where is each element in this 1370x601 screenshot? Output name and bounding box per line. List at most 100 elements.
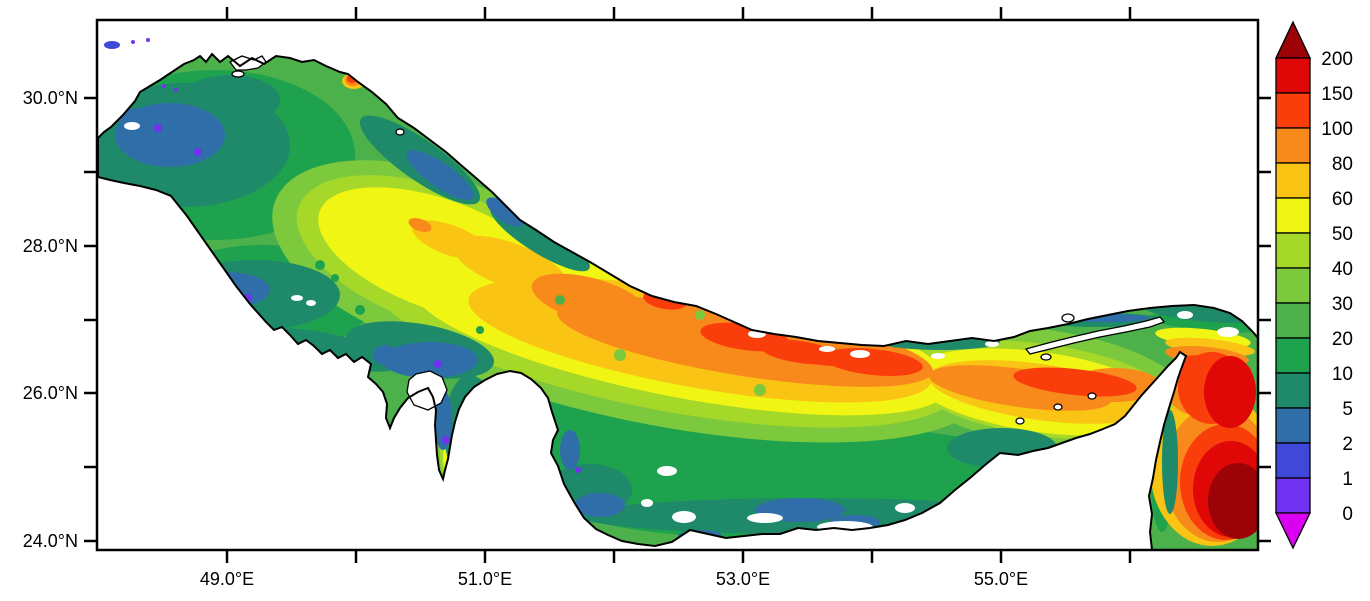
contour-speck-0-1 — [154, 124, 162, 132]
cloud-patch — [641, 499, 653, 507]
contour-band-2-5 — [486, 197, 524, 227]
contour-band-80-100 — [531, 273, 649, 327]
cloud-patch — [895, 503, 915, 513]
colorbar-cell-5-10 — [1275, 372, 1311, 409]
island-small — [1040, 353, 1052, 361]
contour-band-2-5 — [560, 430, 580, 470]
contour-speck-0-1 — [162, 84, 166, 88]
colorbar-tick-label: 100 — [1321, 119, 1353, 140]
cloud-patch — [1217, 327, 1239, 337]
contour-band-5-10 — [947, 428, 1057, 468]
colorbar-cell-1-2 — [1275, 442, 1311, 479]
contour-speck-dark — [331, 274, 339, 282]
colorbar-over-arrow — [1274, 20, 1312, 59]
colorbar-tick-label: 150 — [1321, 84, 1353, 105]
colorbar-tick-label: 50 — [1332, 224, 1353, 245]
y-tick-label: 24.0°N — [23, 531, 78, 551]
contour-band-2-5 — [575, 493, 625, 517]
x-tick-label: 51.0°E — [458, 569, 512, 589]
island-small — [1061, 313, 1075, 323]
colorbar-cell-100-150 — [1275, 92, 1311, 129]
colorbar-cell-40-50 — [1275, 232, 1311, 269]
contour-speck-dark — [355, 305, 365, 315]
contour-speck-green — [845, 330, 855, 340]
colorbar-tick-label: 80 — [1332, 154, 1353, 175]
island-kharg — [395, 128, 405, 136]
island-small — [231, 70, 245, 78]
colorbar-tick-label: 30 — [1332, 294, 1353, 315]
contour-speck-0-1 — [174, 88, 178, 92]
colorbar-cell-30-40 — [1275, 267, 1311, 304]
island-qeshm — [1024, 316, 1166, 355]
colorbar-tick-label: 2 — [1342, 434, 1353, 455]
contour-band-5-10 — [1162, 410, 1178, 514]
island-small — [1053, 403, 1063, 411]
contour-speck-green — [695, 310, 705, 320]
colorbar-tick-label: 10 — [1332, 364, 1353, 385]
plot-frame — [95, 18, 1260, 552]
cloud-patch — [817, 521, 873, 533]
contour-speck-dark — [476, 326, 484, 334]
detached-data-speck — [146, 38, 150, 42]
islands — [229, 55, 1166, 425]
colorbar: 200 150 100 80 60 50 40 30 20 10 5 2 1 0 — [1274, 20, 1353, 550]
y-tick-label: 26.0°N — [23, 383, 78, 403]
colorbar-cell-50-60 — [1275, 197, 1311, 234]
contour-speck-dark — [886, 456, 894, 464]
contour-speck-0-1 — [434, 360, 442, 368]
contour-band-2-5 — [406, 150, 474, 200]
cloud-patch — [657, 466, 677, 476]
contour-speck-green — [555, 295, 565, 305]
contour-band-80-100 — [928, 365, 1112, 411]
contour-band-2-5 — [180, 272, 270, 308]
colorbar-cell-10-20 — [1275, 337, 1311, 374]
y-axis-right-ticks — [1258, 96, 1271, 543]
colorbar-tick-label: 60 — [1332, 189, 1353, 210]
contour-speck-0-1 — [575, 467, 581, 473]
y-axis-left-ticks — [84, 96, 97, 543]
contour-band-150-200 — [1204, 356, 1256, 428]
x-tick-label: 49.0°E — [200, 569, 254, 589]
contour-band-100-150 — [1013, 367, 1137, 397]
colorbar-cell-150-200 — [1275, 57, 1311, 94]
contour-band-60-80 — [412, 220, 488, 260]
island-small — [1015, 417, 1025, 425]
cloud-patch — [999, 455, 1017, 465]
contour-speck-0-1 — [442, 436, 450, 444]
x-tick-label: 55.0°E — [974, 569, 1028, 589]
colorbar-tick-label: 40 — [1332, 259, 1353, 280]
contour-band-80-100 — [408, 218, 432, 232]
contour-speck-0-1 — [194, 148, 202, 156]
cloud-patch — [747, 513, 783, 523]
colorbar-cell-60-80 — [1275, 162, 1311, 199]
x-axis-bottom-ticks — [225, 550, 1132, 563]
colorbar-tick-label: 5 — [1342, 399, 1353, 420]
x-axis-top-ticks — [225, 7, 1132, 20]
cloud-patch — [985, 341, 999, 347]
cloud-patch — [291, 295, 303, 301]
colorbar-under-arrow — [1274, 512, 1312, 550]
contour-speck-dark — [756, 466, 764, 474]
cloud-patch — [672, 511, 696, 523]
contour-speck-green — [614, 349, 626, 361]
island-small — [1087, 392, 1097, 400]
contour-band-2-5 — [373, 345, 397, 365]
contour-speck-green — [754, 384, 766, 396]
y-tick-label: 30.0°N — [23, 88, 78, 108]
contour-speck-dark — [595, 435, 605, 445]
colorbar-tick-label: 1 — [1342, 469, 1353, 490]
colorbar-tick-label: 0 — [1342, 504, 1353, 525]
colorbar-cell-0-1 — [1275, 477, 1311, 514]
colorbar-tick-label: 20 — [1332, 329, 1353, 350]
detached-data-speck — [131, 40, 135, 44]
cloud-patch — [819, 346, 835, 352]
colorbar-cell-80-100 — [1275, 127, 1311, 164]
cloud-patch — [850, 350, 870, 358]
y-tick-label: 28.0°N — [23, 236, 78, 256]
contour-band-5-10 — [1145, 304, 1255, 324]
cloud-patch — [299, 380, 329, 394]
cloud-patch — [1177, 311, 1193, 319]
colorbar-cell-20-30 — [1275, 302, 1311, 339]
